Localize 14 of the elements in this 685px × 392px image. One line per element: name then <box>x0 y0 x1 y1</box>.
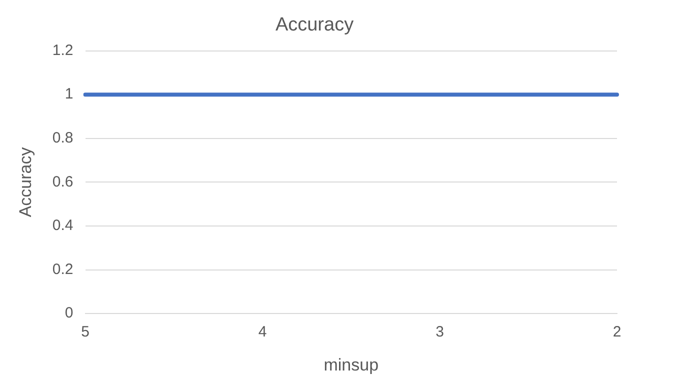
y-axis-title: Accuracy <box>16 146 35 218</box>
x-tick-label: 3 <box>436 324 444 341</box>
y-tick-label: 0.2 <box>52 260 74 278</box>
y-tick-label: 0.4 <box>52 217 74 234</box>
y-tick-label: 1 <box>64 86 74 103</box>
x-tick-label: 4 <box>258 324 267 341</box>
y-tick-label: 0 <box>64 304 74 322</box>
x-axis-title: minsup <box>324 355 379 374</box>
y-tick-label: 0.8 <box>52 130 74 147</box>
y-tick-label: 0.6 <box>52 173 74 190</box>
chart-title: Accuracy <box>275 14 354 36</box>
x-tick-label: 5 <box>81 324 90 341</box>
y-tick-label: 1.2 <box>52 42 74 59</box>
x-tick-label: 2 <box>612 324 622 341</box>
